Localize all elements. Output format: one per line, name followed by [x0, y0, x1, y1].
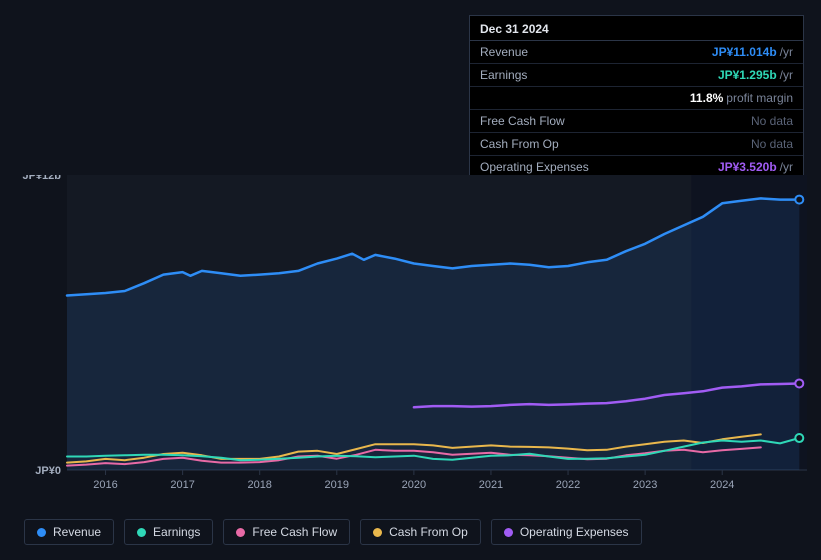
- legend-item-operating-expenses[interactable]: Operating Expenses: [491, 519, 642, 545]
- tooltip-row-value: JP¥11.014b/yr: [712, 45, 793, 59]
- tooltip-row-label: Revenue: [480, 45, 528, 59]
- legend-label: Cash From Op: [389, 525, 468, 539]
- tooltip-rows: Revenue JP¥11.014b/yr Earnings JP¥1.295b/yr…: [470, 41, 803, 178]
- chart-legend: Revenue Earnings Free Cash Flow Cash From O…: [24, 519, 642, 545]
- tooltip-row-label: Free Cash Flow: [480, 114, 565, 128]
- legend-item-earnings[interactable]: Earnings: [124, 519, 213, 545]
- x-tick-label: 2024: [710, 479, 734, 491]
- legend-item-revenue[interactable]: Revenue: [24, 519, 114, 545]
- tooltip-row-value: No data: [751, 137, 793, 151]
- series-end-dot-earnings: [795, 434, 803, 442]
- legend-swatch-icon: [373, 528, 382, 537]
- x-tick-label: 2020: [402, 479, 426, 491]
- tooltip-row-value: JP¥3.520b/yr: [718, 160, 793, 174]
- series-end-dot-revenue: [795, 196, 803, 204]
- tooltip-row-label: Earnings: [480, 68, 527, 82]
- legend-item-free-cash-flow[interactable]: Free Cash Flow: [223, 519, 350, 545]
- legend-swatch-icon: [37, 528, 46, 537]
- tooltip-row: 11.8%profit margin: [470, 87, 803, 110]
- tooltip-row-value: 11.8%profit margin: [690, 91, 793, 105]
- legend-label: Earnings: [153, 525, 200, 539]
- legend-label: Operating Expenses: [520, 525, 629, 539]
- tooltip-row-value: JP¥1.295b/yr: [718, 68, 793, 82]
- legend-item-cash-from-op[interactable]: Cash From Op: [360, 519, 481, 545]
- tooltip-row-value: No data: [751, 114, 793, 128]
- legend-swatch-icon: [137, 528, 146, 537]
- tooltip-row: Cash From Op No data: [470, 133, 803, 156]
- x-tick-label: 2023: [633, 479, 657, 491]
- tooltip-row-label: Cash From Op: [480, 137, 559, 151]
- tooltip-row-label: Operating Expenses: [480, 160, 589, 174]
- legend-swatch-icon: [236, 528, 245, 537]
- series-end-dot-operating-expenses: [795, 379, 803, 387]
- chart-tooltip: Dec 31 2024 Revenue JP¥11.014b/yr Earnings…: [469, 15, 804, 179]
- x-tick-label: 2018: [247, 479, 271, 491]
- x-tick-label: 2017: [170, 479, 194, 491]
- y-tick-label: JP¥0: [35, 465, 61, 477]
- legend-label: Revenue: [53, 525, 101, 539]
- tooltip-row: Revenue JP¥11.014b/yr: [470, 41, 803, 64]
- tooltip-row: Earnings JP¥1.295b/yr: [470, 64, 803, 87]
- tooltip-date: Dec 31 2024: [470, 16, 803, 41]
- x-tick-label: 2016: [93, 479, 117, 491]
- tooltip-row: Free Cash Flow No data: [470, 110, 803, 133]
- x-tick-label: 2022: [556, 479, 580, 491]
- legend-swatch-icon: [504, 528, 513, 537]
- y-tick-label: JP¥12b: [22, 175, 61, 182]
- x-tick-label: 2021: [479, 479, 503, 491]
- financials-chart[interactable]: JP¥0 JP¥12b 2016 2017 2018 2019 2020 2021 2022 20…: [17, 175, 807, 505]
- x-tick-label: 2019: [325, 479, 349, 491]
- legend-label: Free Cash Flow: [252, 525, 337, 539]
